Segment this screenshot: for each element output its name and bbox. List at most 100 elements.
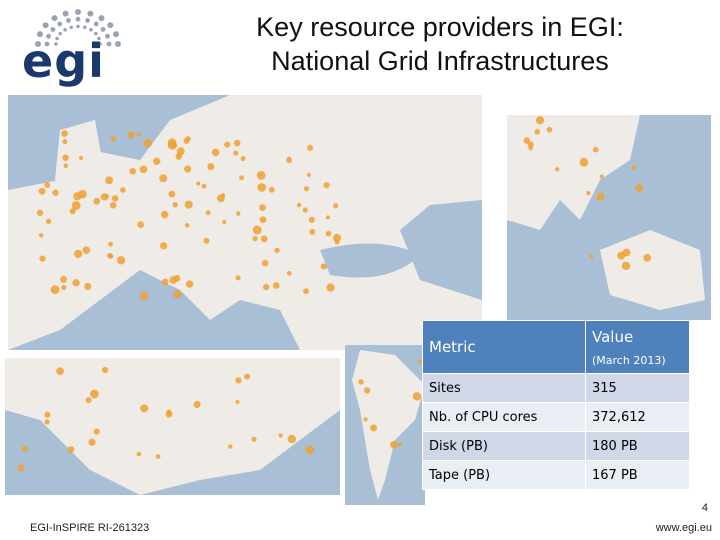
site-dot: [129, 167, 136, 175]
site-dot: [45, 218, 52, 224]
site-dot: [84, 282, 92, 290]
europe-map: [8, 95, 482, 350]
site-dot: [286, 157, 292, 164]
site-dot: [417, 359, 422, 364]
site-dot: [643, 254, 652, 262]
site-dot: [306, 172, 311, 178]
site-dot: [44, 182, 51, 188]
site-dot: [168, 190, 176, 198]
site-dot: [143, 138, 153, 148]
logo-dot: [107, 22, 114, 29]
logo-dot: [98, 15, 105, 22]
site-dot: [325, 215, 330, 220]
logo-dot: [106, 41, 112, 47]
site-dot: [233, 139, 241, 147]
logo-text: egi: [22, 34, 105, 88]
logo-dot: [85, 18, 90, 23]
site-dot: [169, 276, 178, 284]
site-dot: [523, 137, 531, 144]
site-dot: [155, 454, 161, 459]
site-dot: [397, 442, 402, 447]
header-cell: Metric: [422, 320, 586, 374]
metrics-table: Metric Value (March 2013) Sites 315 Nb. of…: [422, 320, 690, 490]
site-dot: [67, 446, 75, 454]
site-dot: [535, 116, 545, 125]
site-dot: [140, 404, 149, 413]
site-dot: [256, 170, 266, 180]
table-row: Sites 315: [422, 373, 690, 403]
site-dot: [333, 203, 339, 209]
site-dot: [110, 135, 116, 142]
site-dot: [235, 275, 241, 281]
site-dot: [268, 186, 275, 193]
cell: 372,612: [585, 402, 690, 432]
site-dot: [127, 131, 135, 139]
title: Key resource providers in EGI: National …: [190, 10, 690, 78]
site-dot: [635, 183, 644, 192]
site-dot: [622, 248, 631, 257]
site-dot: [235, 377, 242, 384]
site-dot: [534, 128, 541, 135]
site-dot: [172, 202, 178, 208]
site-dot: [105, 176, 114, 185]
site-dot: [257, 183, 266, 192]
site-dot: [183, 138, 190, 144]
site-dot: [261, 259, 269, 267]
site-dot: [61, 284, 67, 291]
site-dot: [60, 275, 68, 283]
logo-dot: [100, 27, 106, 32]
site-dot: [61, 130, 68, 137]
site-dot: [93, 428, 100, 435]
logo-dot: [35, 41, 41, 47]
logo-dot: [115, 41, 121, 47]
logo-dot: [58, 31, 63, 36]
site-dot: [412, 392, 422, 401]
site-dot: [44, 419, 50, 425]
site-dot: [260, 235, 268, 243]
site-dot: [305, 445, 315, 455]
site-dot: [303, 185, 310, 192]
site-dot: [196, 181, 201, 186]
site-dot: [235, 399, 240, 405]
site-dot: [137, 132, 142, 137]
logo-dot: [36, 31, 43, 38]
site-dot: [36, 209, 44, 216]
site-dot: [62, 139, 68, 145]
site-dot: [72, 279, 80, 287]
site-dot: [137, 221, 145, 229]
footer-project: EGI-InSPIRE RI-261323: [30, 522, 150, 534]
logo-dots: [35, 9, 121, 47]
site-dot: [17, 464, 25, 472]
site-dot: [104, 194, 110, 199]
logo-dot: [54, 42, 58, 46]
site-dot: [579, 157, 589, 167]
site-dot: [205, 210, 211, 216]
site-dot: [546, 126, 553, 133]
logo-dot: [93, 21, 99, 27]
site-dot: [239, 175, 244, 181]
page-number: 4: [701, 502, 708, 514]
site-dot: [38, 233, 44, 238]
site-dot: [263, 284, 270, 291]
site-dot: [82, 246, 91, 254]
logo-dot: [89, 27, 93, 32]
site-dot: [185, 280, 194, 288]
site-dot: [78, 189, 87, 199]
logo-dot: [105, 33, 110, 39]
header-value: Value: [592, 327, 634, 346]
title-line: National Grid Infrastructures: [271, 46, 609, 76]
site-dot: [236, 211, 241, 216]
table-row: Tape (PB) 167 PB: [422, 460, 690, 490]
site-dot: [586, 191, 591, 196]
site-dot: [278, 433, 283, 438]
site-dot: [159, 174, 168, 183]
cell: 167 PB: [585, 460, 690, 490]
site-dot: [173, 290, 182, 299]
site-dot: [252, 225, 262, 235]
logo-dot: [98, 42, 102, 46]
site-dot: [334, 239, 340, 245]
logo-dot: [46, 33, 51, 39]
site-dot: [153, 157, 161, 165]
site-dot: [363, 417, 368, 422]
site-dot: [39, 255, 46, 262]
